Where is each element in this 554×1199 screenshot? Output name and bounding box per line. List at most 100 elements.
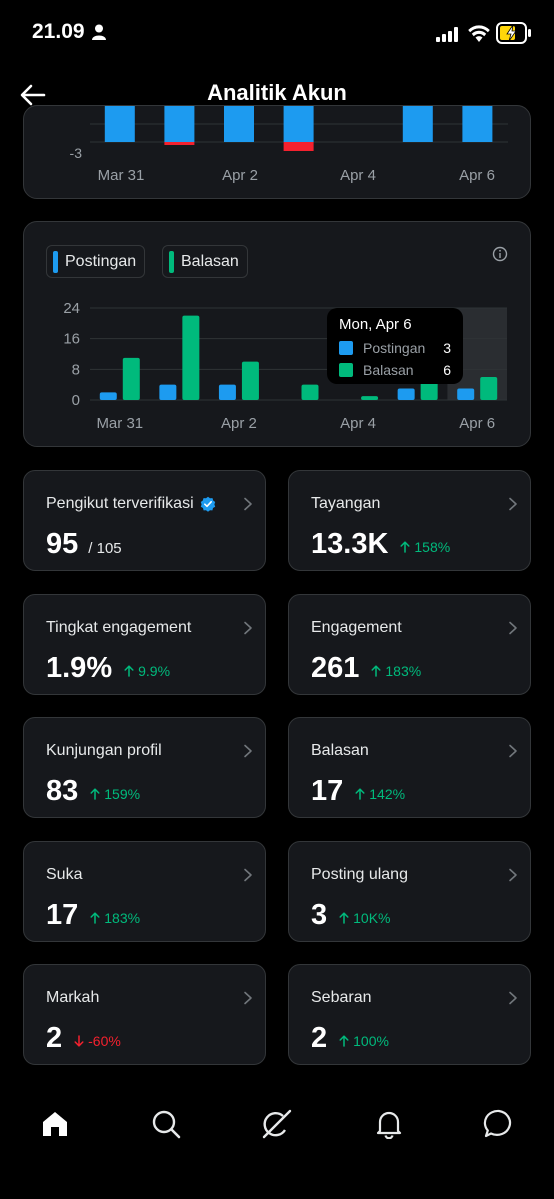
verified-badge-icon <box>200 496 215 512</box>
stat-row: 261 183% <box>311 652 421 685</box>
arrow-up-icon <box>124 665 134 677</box>
y-tick-label: 24 <box>63 300 80 317</box>
stat-change: 159% <box>90 786 140 802</box>
chevron-right-icon <box>509 621 517 635</box>
stat-value: 13.3K <box>311 528 389 560</box>
stat-change: 100% <box>339 1033 389 1049</box>
stat-value: 3 <box>311 899 328 931</box>
stat-change: 142% <box>355 786 405 802</box>
chevron-right-icon <box>509 744 517 758</box>
tooltip-label: Balasan <box>363 362 414 378</box>
legend-swatch-postingan <box>53 250 58 273</box>
stat-title: Posting ulang <box>311 866 408 884</box>
stat-card[interactable]: Sebaran 2 100% <box>288 964 531 1065</box>
stat-change-value: 100% <box>353 1033 389 1049</box>
bar-balasan <box>122 357 140 400</box>
stat-title: Tayangan <box>311 495 380 513</box>
stat-value: 17 <box>311 775 344 807</box>
stat-value: 2 <box>311 1022 328 1054</box>
tab-notifications[interactable] <box>371 1106 407 1142</box>
stat-row: 17 142% <box>311 775 405 808</box>
y-tick-label: 8 <box>72 361 80 378</box>
stat-card[interactable]: Kunjungan profil 83 159% <box>23 717 266 818</box>
back-button[interactable] <box>18 80 48 110</box>
arrow-up-icon <box>90 912 100 924</box>
bar-postingan <box>218 384 236 400</box>
stat-card[interactable]: Markah 2 -60% <box>23 964 266 1065</box>
top-chart: -3 Mar 31 Apr 2 Apr 4 Apr 6 <box>70 106 508 184</box>
legend-swatch-balasan <box>169 250 174 273</box>
stat-value: 2 <box>46 1022 63 1054</box>
top-bar-postingan <box>224 106 254 142</box>
top-bar-postingan <box>104 106 135 142</box>
bar-postingan <box>159 384 177 400</box>
tab-grok[interactable] <box>259 1106 295 1142</box>
tooltip-label: Postingan <box>363 340 426 356</box>
stat-card[interactable]: Tayangan 13.3K 158% <box>288 470 531 571</box>
arrow-up-icon <box>90 788 100 800</box>
bar-balasan <box>480 377 498 400</box>
stat-title-text: Engagement <box>311 619 402 636</box>
stat-title: Suka <box>46 866 82 884</box>
stat-title-text: Balasan <box>311 742 369 759</box>
y-tick-label: 0 <box>72 392 80 409</box>
top-bar-negative <box>283 142 314 151</box>
info-icon[interactable] <box>492 246 508 262</box>
legend-postingan[interactable]: Postingan <box>46 245 146 278</box>
stat-title: Balasan <box>311 742 369 760</box>
tooltip-value: 6 <box>443 362 451 378</box>
stat-card[interactable]: Balasan 17 142% <box>288 717 531 818</box>
stat-value: 95 <box>46 528 79 560</box>
stat-card[interactable]: Engagement 261 183% <box>288 594 531 695</box>
arrow-up-icon <box>339 912 349 924</box>
stat-change-value: 158% <box>414 539 451 555</box>
top-bar-postingan <box>283 106 314 142</box>
chevron-right-icon <box>244 991 252 1005</box>
stat-change-value: 183% <box>104 910 141 926</box>
stat-card[interactable]: Posting ulang 3 10K% <box>288 841 531 942</box>
chevron-right-icon <box>244 744 252 758</box>
stat-title-text: Tingkat engagement <box>46 619 192 636</box>
stat-change-value: 142% <box>369 786 406 802</box>
legend-balasan[interactable]: Balasan <box>162 245 248 278</box>
tab-home[interactable] <box>37 1106 73 1142</box>
stat-title: Engagement <box>311 619 402 637</box>
top-chart-card: -3 Mar 31 Apr 2 Apr 4 Apr 6 <box>23 105 531 199</box>
chevron-right-icon <box>509 868 517 882</box>
status-bar: 21.09 <box>0 0 554 68</box>
top-bar-postingan <box>164 106 195 142</box>
stat-row: 2 -60% <box>46 1022 121 1055</box>
tooltip-value: 3 <box>443 340 451 356</box>
stat-change-value: -60% <box>88 1033 121 1049</box>
tab-search[interactable] <box>148 1106 184 1142</box>
stat-title-text: Sebaran <box>311 989 372 1006</box>
stat-title-text: Kunjungan profil <box>46 742 162 759</box>
top-bar-negative <box>164 142 195 145</box>
chevron-right-icon <box>244 497 252 511</box>
page-title: Analitik Akun <box>207 80 347 105</box>
tooltip-title: Mon, Apr 6 <box>339 316 412 333</box>
stat-change-value: 9.9% <box>138 663 171 679</box>
x-tick-label: Mar 31 <box>96 415 143 432</box>
stat-card[interactable]: Suka 17 183% <box>23 841 266 942</box>
legend-label: Balasan <box>181 252 239 270</box>
battery-charging-icon <box>496 22 531 44</box>
stat-title: Tingkat engagement <box>46 619 191 637</box>
tooltip-swatch <box>339 341 353 355</box>
bar-balasan <box>241 361 259 400</box>
stat-title-text: Posting ulang <box>311 866 408 883</box>
stat-change-value: 183% <box>385 663 422 679</box>
stat-card[interactable]: Pengikut terverifikasi 95 / 105 <box>23 470 266 571</box>
stat-row: 13.3K 158% <box>311 528 450 561</box>
stat-card[interactable]: Tingkat engagement 1.9% 9.9% <box>23 594 266 695</box>
top-bar-postingan <box>462 106 493 142</box>
top-ytick-label: -3 <box>70 145 83 161</box>
top-xtick-label: Apr 2 <box>222 167 258 184</box>
y-tick-label: 16 <box>63 331 80 348</box>
tooltip-row-postingan: Postingan 3 <box>339 339 451 357</box>
tab-messages[interactable] <box>481 1106 517 1142</box>
person-icon <box>92 24 106 40</box>
arrow-up-icon <box>355 788 365 800</box>
stat-row: 95 / 105 <box>46 528 122 561</box>
messages-icon <box>483 1109 512 1138</box>
